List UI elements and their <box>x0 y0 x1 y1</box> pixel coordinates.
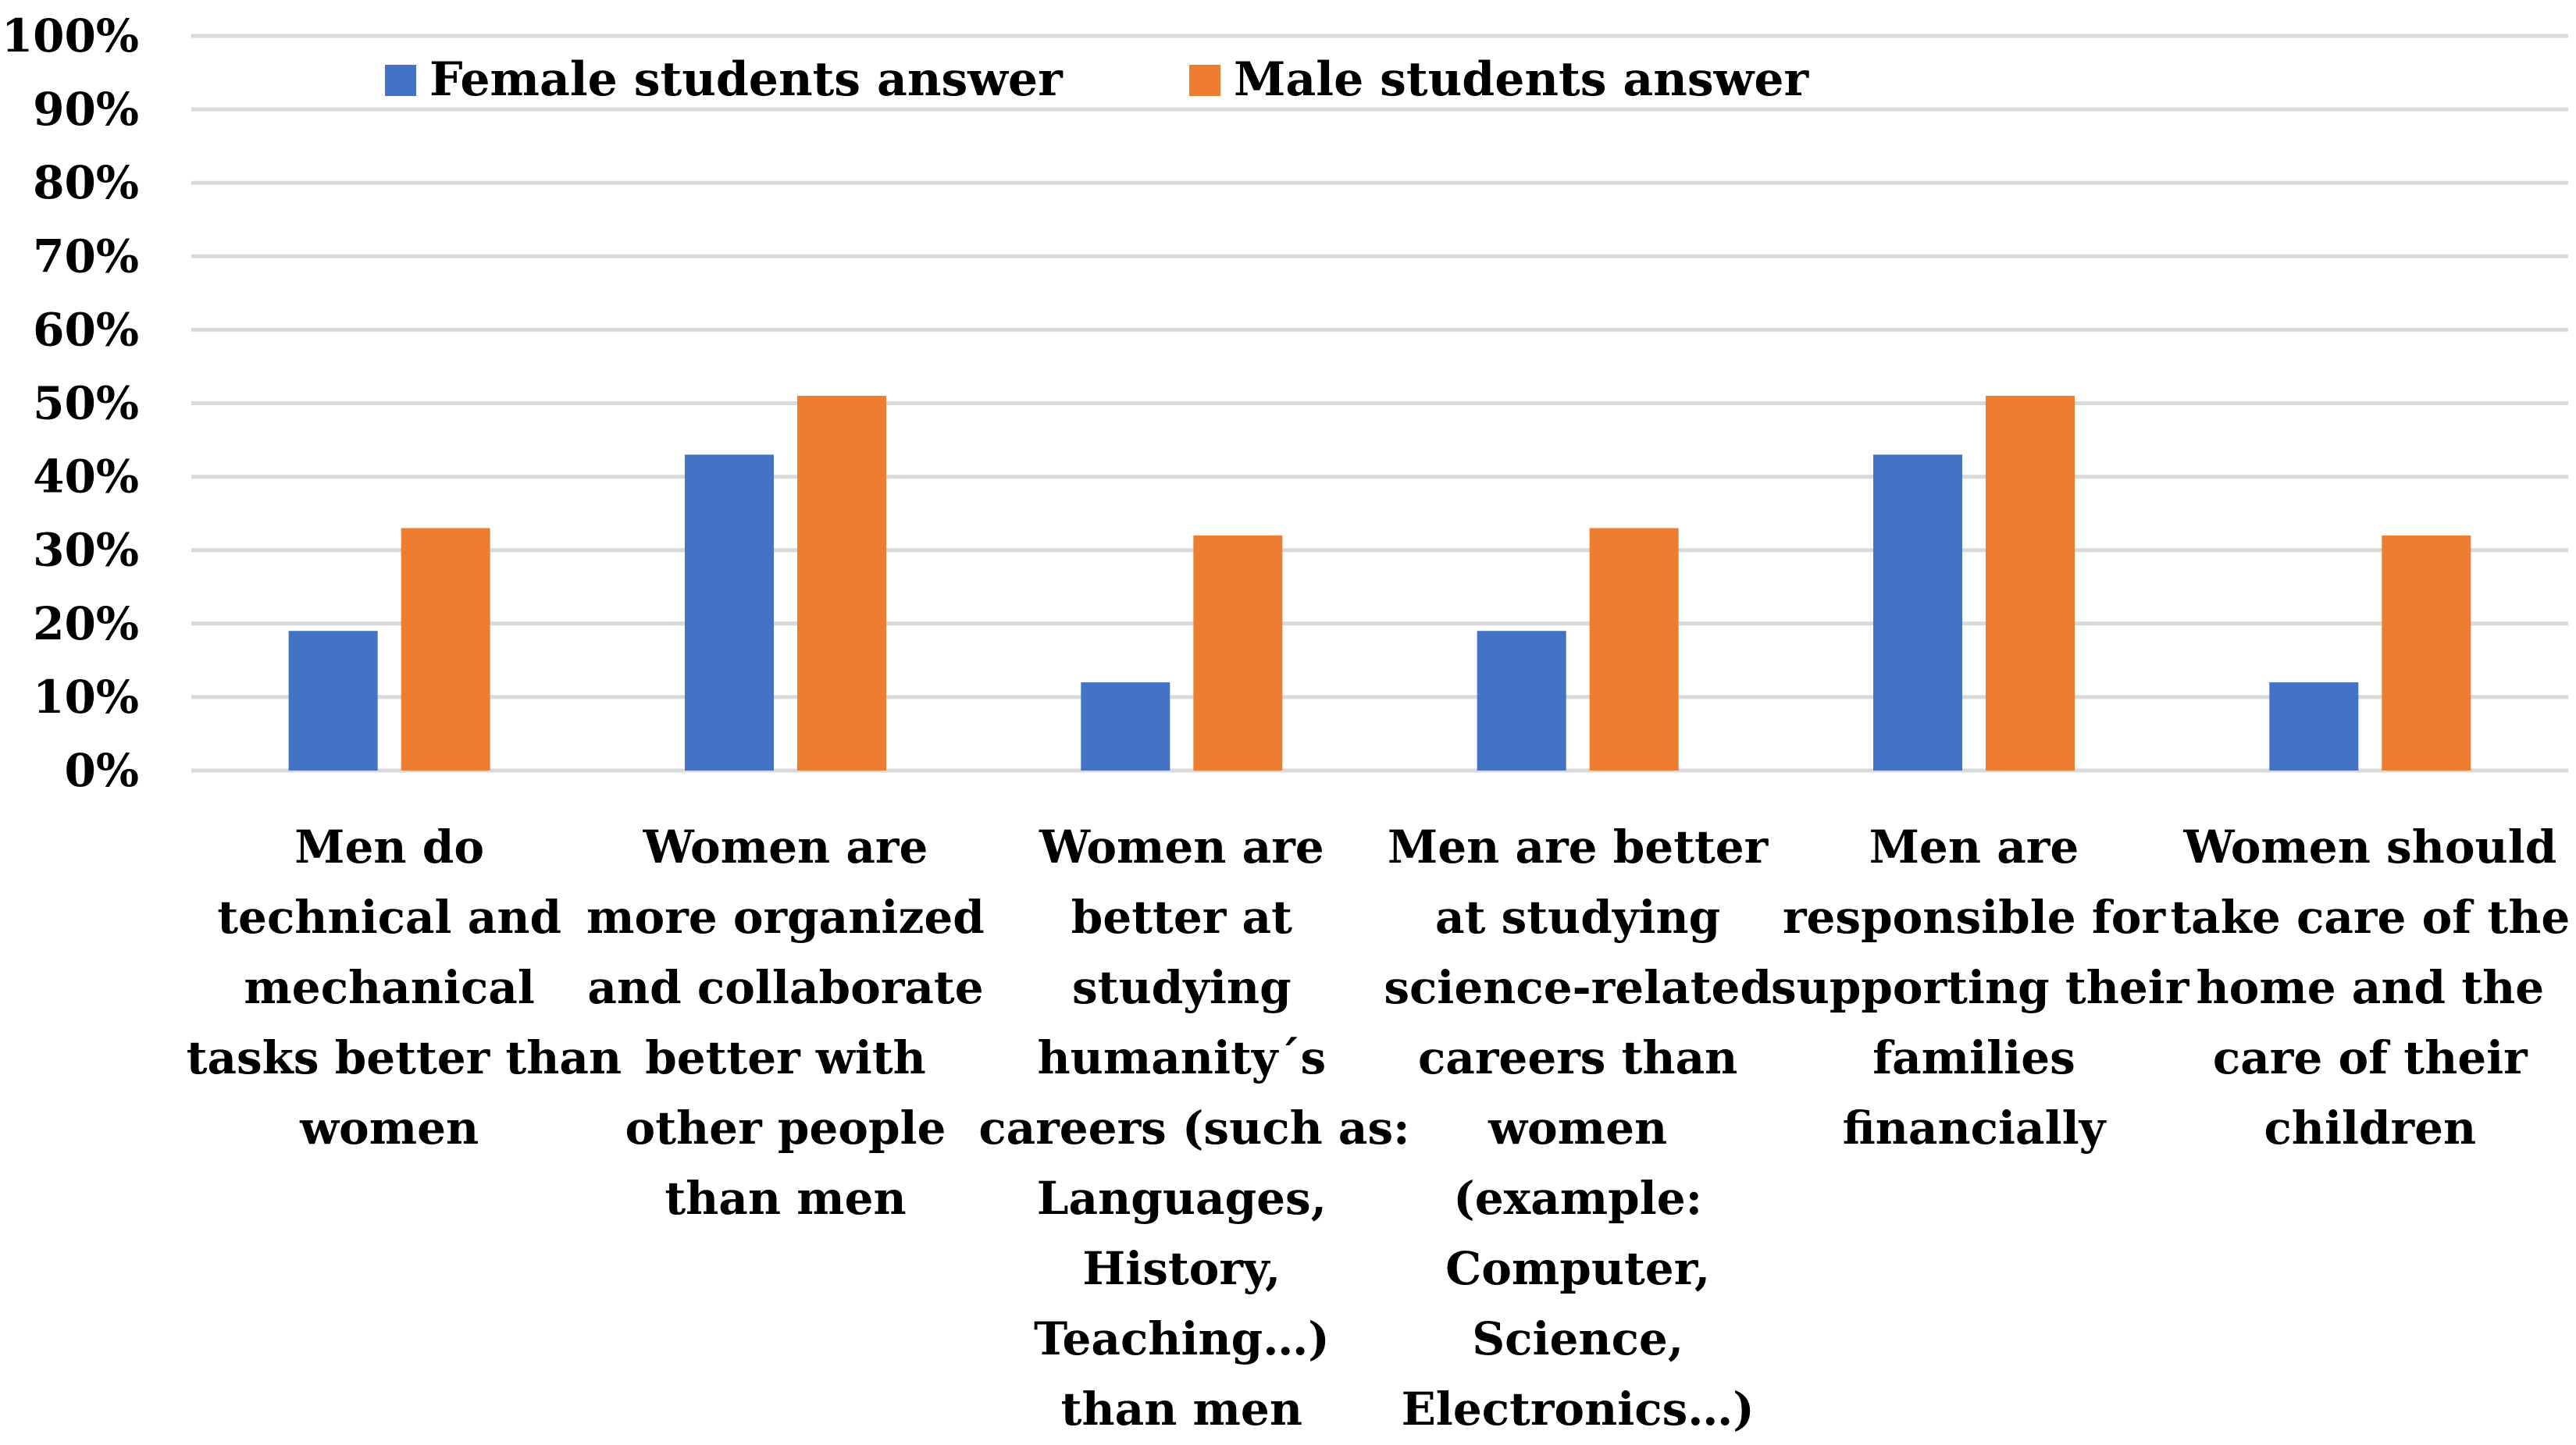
category-label-line: History, <box>1082 1242 1281 1295</box>
category-label-line: and collaborate <box>587 961 984 1014</box>
y-tick-label: 0% <box>65 744 139 797</box>
category-label: Women are better at studying humanity´s care… <box>978 812 1410 1444</box>
bar-female-5 <box>2269 682 2359 771</box>
category-label-line: supporting their <box>1771 961 2189 1014</box>
legend-label-male: Male students answer <box>1234 52 1810 107</box>
bar-male-5 <box>2382 535 2471 771</box>
category-label-line: Languages, <box>1036 1172 1327 1225</box>
category-label-line: care of their <box>2212 1031 2528 1084</box>
y-tick-label: 30% <box>33 524 139 577</box>
category-label-line: Electronics…) <box>1401 1383 1755 1436</box>
category-label-line: home and the <box>2196 961 2545 1014</box>
category-label-line: Teaching…) <box>1033 1312 1330 1365</box>
category-label-line: studying <box>1072 961 1292 1014</box>
legend-swatch-female <box>385 65 416 96</box>
category-label-line: Computer, <box>1445 1242 1711 1295</box>
bar-female-3 <box>1477 631 1566 771</box>
y-tick-label: 100% <box>2 9 139 62</box>
category-label-line: technical and <box>217 891 562 944</box>
category-label-line: women <box>1488 1102 1668 1155</box>
bars <box>288 396 2471 771</box>
bar-female-2 <box>1081 682 1170 771</box>
category-label-line: Men are better <box>1388 820 1769 874</box>
bar-male-4 <box>1986 396 2075 771</box>
category-label-line: Women are <box>1039 820 1324 874</box>
category-label-line: Men are <box>1869 820 2079 874</box>
category-label-line: at studying <box>1435 891 1721 944</box>
y-tick-label: 50% <box>33 377 139 430</box>
category-label-line: Women are <box>643 820 928 874</box>
category-label: Men are better at studying science-related… <box>1375 812 1781 1444</box>
y-axis-ticks: 0% 10% 20% 30% 40% 50% 60% 70% 80% 90% 100% <box>2 9 139 797</box>
category-label-line: take care of the <box>2170 891 2571 944</box>
category-label-line: better with <box>645 1031 926 1084</box>
category-label-line: Men do <box>294 820 485 874</box>
legend: Female students answer Male students ans… <box>385 52 1810 107</box>
legend-label-female: Female students answer <box>429 52 1064 107</box>
category-label-line: more organized <box>586 891 985 944</box>
category-label: Men do technical and mechanical tasks bette… <box>186 812 622 1163</box>
category-label: Women should take care of the home and the… <box>2167 812 2573 1163</box>
category-label-line: responsible for <box>1782 891 2166 944</box>
legend-swatch-male <box>1189 65 1220 96</box>
y-tick-label: 80% <box>33 156 139 209</box>
bar-female-4 <box>1873 454 1962 771</box>
category-label-line: careers than <box>1417 1031 1738 1084</box>
category-label-line: Science, <box>1472 1312 1684 1365</box>
category-label-line: other people <box>625 1102 946 1155</box>
category-label-line: careers (such as: <box>978 1102 1410 1155</box>
category-label-line: science-related <box>1384 961 1772 1014</box>
category-label-line: families <box>1872 1031 2075 1084</box>
category-label: Women are more organized and collaborate be… <box>583 812 989 1233</box>
category-label-line: (example: <box>1453 1172 1703 1225</box>
category-label-line: children <box>2264 1102 2477 1155</box>
y-tick-label: 10% <box>33 671 139 724</box>
category-label-line: mechanical <box>244 961 535 1014</box>
y-tick-label: 40% <box>33 450 139 504</box>
category-label-line: than men <box>664 1172 907 1225</box>
bar-male-0 <box>401 528 490 771</box>
gridlines <box>191 34 2568 773</box>
bar-male-3 <box>1589 528 1679 771</box>
y-tick-label: 60% <box>33 303 139 356</box>
category-label-line: than men <box>1060 1383 1302 1436</box>
y-tick-label: 70% <box>33 230 139 283</box>
category-label-line: financially <box>1842 1102 2106 1155</box>
category-label: Men are responsible for supporting their fa… <box>1771 812 2189 1163</box>
category-label-line: humanity´s <box>1037 1031 1327 1084</box>
category-label-line: better at <box>1071 891 1292 944</box>
y-tick-label: 90% <box>33 83 139 136</box>
category-label-line: tasks better than <box>186 1031 622 1084</box>
bar-female-1 <box>685 454 774 771</box>
category-label-line: Women should <box>2183 820 2557 874</box>
bar-male-2 <box>1193 535 1283 771</box>
bar-female-0 <box>288 631 378 771</box>
bar-male-1 <box>797 396 886 771</box>
y-tick-label: 20% <box>33 597 139 650</box>
category-label-line: women <box>300 1102 479 1155</box>
